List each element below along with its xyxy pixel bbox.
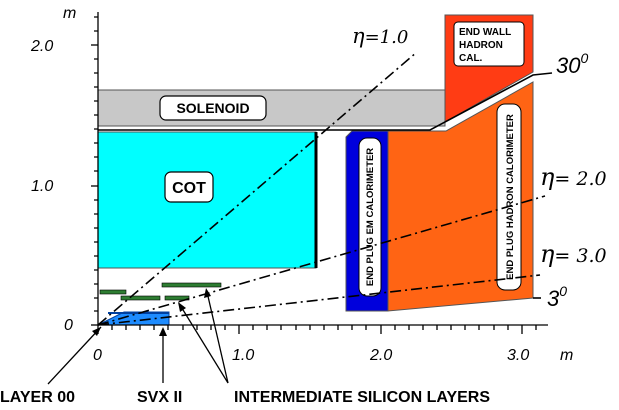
solenoid-label-box	[159, 95, 267, 121]
y-axis	[91, 12, 99, 326]
isl-layer-4	[161, 282, 222, 288]
eta-2-label: η= 2.0	[540, 163, 607, 191]
x-tick-label-3: 3.0	[507, 347, 529, 364]
y-tick-label-2: 2.0	[30, 38, 53, 55]
y-tick-label-0: 0	[64, 317, 73, 334]
x-axis-unit: m	[560, 347, 573, 364]
x-tick-label-2: 2.0	[369, 347, 392, 364]
layer-00-label: LAYER 00	[0, 389, 75, 406]
end-plug-em-label: END PLUG EM CALORIMETER	[365, 148, 376, 286]
isl-pointer-1	[179, 304, 229, 384]
end-plug-hadron-label: END PLUG HADRON CALORIMETER	[505, 114, 516, 280]
y-axis-unit: m	[63, 5, 76, 22]
line-30-degrees	[98, 72, 553, 131]
end-plug-hadron-label-box	[496, 103, 522, 291]
eta-3-label: η= 3.0	[540, 240, 607, 268]
end-wall-label-line2: HADRON	[459, 40, 503, 51]
isl-layer-1	[99, 289, 127, 295]
isl-label: INTERMEDIATE SILICON LAYERS	[234, 389, 490, 406]
cot-label-box	[164, 171, 214, 203]
isl-layer-2	[120, 295, 161, 301]
x-tick-label-1: 1.0	[232, 347, 254, 364]
end-plug-em-label-box	[358, 137, 382, 297]
cot-label: COT	[172, 180, 206, 197]
eta-1-line	[97, 51, 418, 326]
eta-1-label: η=1.0	[352, 24, 408, 48]
y-tick-label-1: 1.0	[31, 178, 53, 195]
layer00-pointer	[47, 326, 102, 385]
eta-2-line	[97, 195, 546, 326]
svx-ii-label: SVX II	[137, 389, 182, 406]
angle-30-degrees-label: 300	[556, 50, 588, 78]
end-wall-label-box	[453, 21, 525, 67]
end-wall-label-line3: CAL.	[459, 53, 483, 64]
angle-3-degrees-label: 30	[547, 283, 567, 311]
x-tick-label-0: 0	[93, 347, 102, 364]
end-wall-label-line1: END WALL	[459, 27, 511, 38]
solenoid-region	[97, 89, 446, 127]
isl-pointer-2	[206, 291, 229, 384]
solenoid-label: SOLENOID	[176, 100, 249, 116]
